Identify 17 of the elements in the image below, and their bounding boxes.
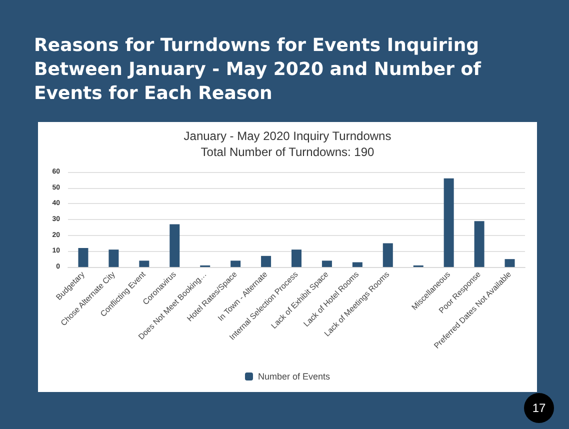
bar <box>108 250 119 267</box>
bar <box>292 250 302 267</box>
bar <box>382 243 393 267</box>
legend-label: Number of Events <box>258 372 331 382</box>
bar <box>261 256 272 267</box>
bar <box>352 262 362 267</box>
chart-subtitle: January - May 2020 Inquiry Turndowns Total Number of Turndowns: 190 <box>182 128 392 160</box>
bar <box>230 260 241 267</box>
bar <box>504 259 515 267</box>
bar <box>78 248 88 267</box>
bar <box>444 178 454 267</box>
bar <box>322 260 332 267</box>
bar <box>139 260 150 267</box>
bar <box>170 224 180 267</box>
bar <box>474 221 484 267</box>
chart-title: Reasons for Turndowns for Events Inquiring Between January - May 2020 and Number of Events for Each Reason <box>34 34 482 106</box>
page-number-badge: 17 <box>524 393 554 423</box>
